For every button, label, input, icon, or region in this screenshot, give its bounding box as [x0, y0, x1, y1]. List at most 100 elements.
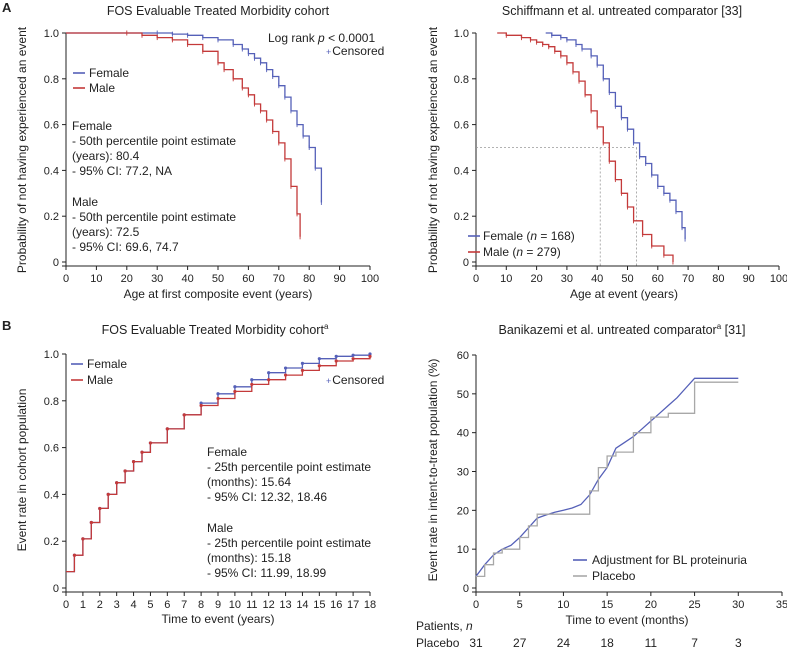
logrank-value: < 0.0001 [325, 31, 376, 45]
bl-point-male [115, 481, 119, 485]
bl-point-female [199, 401, 203, 405]
bl-ytick-label: 0.4 [44, 489, 59, 501]
logrank-text: Log rank p < 0.0001 [268, 31, 375, 45]
chart-a-left-xlabel: Age at first composite event (years) [124, 287, 313, 301]
bl-point-female [300, 361, 305, 365]
bl-point-female [334, 354, 338, 358]
chart-b-right-title-text: Banikazemi et al. untreated comparator [499, 323, 717, 337]
chart-a-right-series [497, 32, 686, 265]
br-xtick-label: 20 [645, 599, 657, 611]
bl-point-female [267, 371, 271, 375]
chart-a-right-xlabel: Age at event (years) [570, 287, 678, 301]
chart-b-left-title: FOS Evaluable Treated Morbidity cohorta [102, 322, 329, 337]
bl-point-male [351, 357, 355, 361]
bl-point-female [233, 385, 237, 389]
bl-point-female [368, 352, 372, 356]
chart-a-right-title: Schiffmann et al. untreated comparator [… [502, 4, 742, 18]
ar-ytick-label: 0 [463, 257, 469, 269]
bl-point-male [131, 460, 136, 464]
ar-xtick-label: 90 [743, 273, 755, 285]
bl-series-male [66, 356, 371, 573]
chart-b-left-ylabel: Event rate in cohort population [15, 389, 29, 552]
legend-male-paren-ar: ( [509, 245, 516, 259]
br-xtick-label: 5 [517, 599, 523, 611]
legend-female-paren-ar: ( [523, 229, 530, 243]
bl-point-male [250, 382, 254, 387]
chart-b-right-xlabel: Time to event (months) [566, 613, 689, 627]
legend-female-count-ar: = 168) [537, 229, 575, 243]
legend-label-male-bl: Male [87, 373, 113, 387]
legend-b-left: Female Male [71, 357, 127, 387]
chart-b-right-axes [472, 355, 782, 593]
chart-a-right-ylabel: Probability of not having experienced an… [426, 26, 440, 273]
bl-xtick-label: 13 [279, 599, 291, 611]
note-female-line2: (years): 80.4 [72, 149, 140, 163]
ar-xtick-label: 100 [770, 273, 787, 285]
legend-male-n-ar: n [516, 245, 523, 259]
legend-a-left: Female Male [73, 66, 129, 95]
bl-point-male [106, 492, 110, 496]
br-xtick-label: 30 [732, 599, 744, 611]
risk-table-value: 3 [735, 636, 742, 650]
bl-xtick-label: 5 [147, 599, 153, 611]
bl-xtick-label: 6 [164, 599, 170, 611]
note-female-line3: - 95% CI: 77.2, NA [72, 164, 172, 178]
br-xtick-label: 10 [557, 599, 569, 611]
br-ytick-label: 30 [457, 467, 469, 479]
bl-point-male [267, 378, 271, 382]
note-b-male-line1: - 25th percentile point estimate [207, 536, 371, 550]
risk-table-value: 27 [513, 636, 527, 650]
chart-a-left-axes [62, 33, 370, 267]
risk-table-value: 7 [691, 636, 698, 650]
logrank-p: p [317, 31, 325, 45]
br-xtick-label: 35 [776, 599, 787, 611]
chart-b-right-title: Banikazemi et al. untreated comparatora … [499, 322, 746, 337]
notes-a-left: Female - 50th percentile point estimate … [72, 119, 236, 254]
chart-a-left-series [66, 30, 323, 240]
censored-label-a: Censored [332, 44, 384, 58]
note-b-female-line1: - 25th percentile point estimate [207, 460, 371, 474]
bl-point-female [216, 392, 220, 396]
ar-xtick-label: 0 [473, 273, 479, 285]
br-xtick-label: 0 [473, 599, 479, 611]
al-ytick-label: 0.2 [44, 211, 59, 223]
chart-a-left-title: FOS Evaluable Treated Morbidity cohort [107, 4, 330, 18]
bl-xtick-label: 12 [263, 599, 275, 611]
chart-b-right-title-ref: [31] [721, 323, 745, 337]
bl-point-male [334, 359, 338, 363]
censored-legend-b: +Censored [326, 373, 384, 387]
bl-point-male [317, 364, 321, 368]
br-ytick-label: 50 [457, 389, 469, 401]
note-b-female-line2: (months): 15.64 [207, 475, 291, 489]
br-ytick-label: 40 [457, 428, 469, 440]
legend-a-right: Female (n = 168) Male (n = 279) [468, 229, 575, 259]
bl-point-male [148, 441, 153, 445]
censored-label-b: Censored [332, 373, 384, 387]
chart-b-left-title-sup: a [324, 322, 329, 331]
risk-table-value: 31 [469, 636, 483, 650]
ar-ytick-label: 0.4 [454, 165, 469, 177]
note-b-female-title: Female [207, 445, 247, 459]
al-ytick-label: 0.4 [44, 165, 59, 177]
br-ytick-label: 20 [457, 505, 469, 517]
risk-table-value: 18 [600, 636, 614, 650]
note-male-title: Male [72, 195, 98, 209]
al-xtick-label: 70 [273, 273, 285, 285]
bl-point-male [72, 553, 77, 557]
al-xtick-label: 80 [303, 273, 315, 285]
bl-xtick-label: 17 [347, 599, 359, 611]
ar-xtick-label: 80 [712, 273, 724, 285]
chart-a-right-axes [472, 33, 779, 267]
bl-point-male [123, 469, 127, 473]
bl-xtick-label: 16 [330, 599, 342, 611]
censored-symbol-b: + [326, 376, 331, 386]
ar-xtick-label: 50 [621, 273, 633, 285]
legend-female-n-ar: n [530, 229, 537, 243]
ar-xtick-label: 10 [500, 273, 512, 285]
risk-table-value: 24 [557, 636, 571, 650]
bl-xtick-label: 2 [97, 599, 103, 611]
legend-label-adjusted: Adjustment for BL proteinuria [592, 553, 747, 567]
risk-table-row-label: Placebo [416, 636, 460, 650]
ar-xtick-label: 70 [682, 273, 694, 285]
